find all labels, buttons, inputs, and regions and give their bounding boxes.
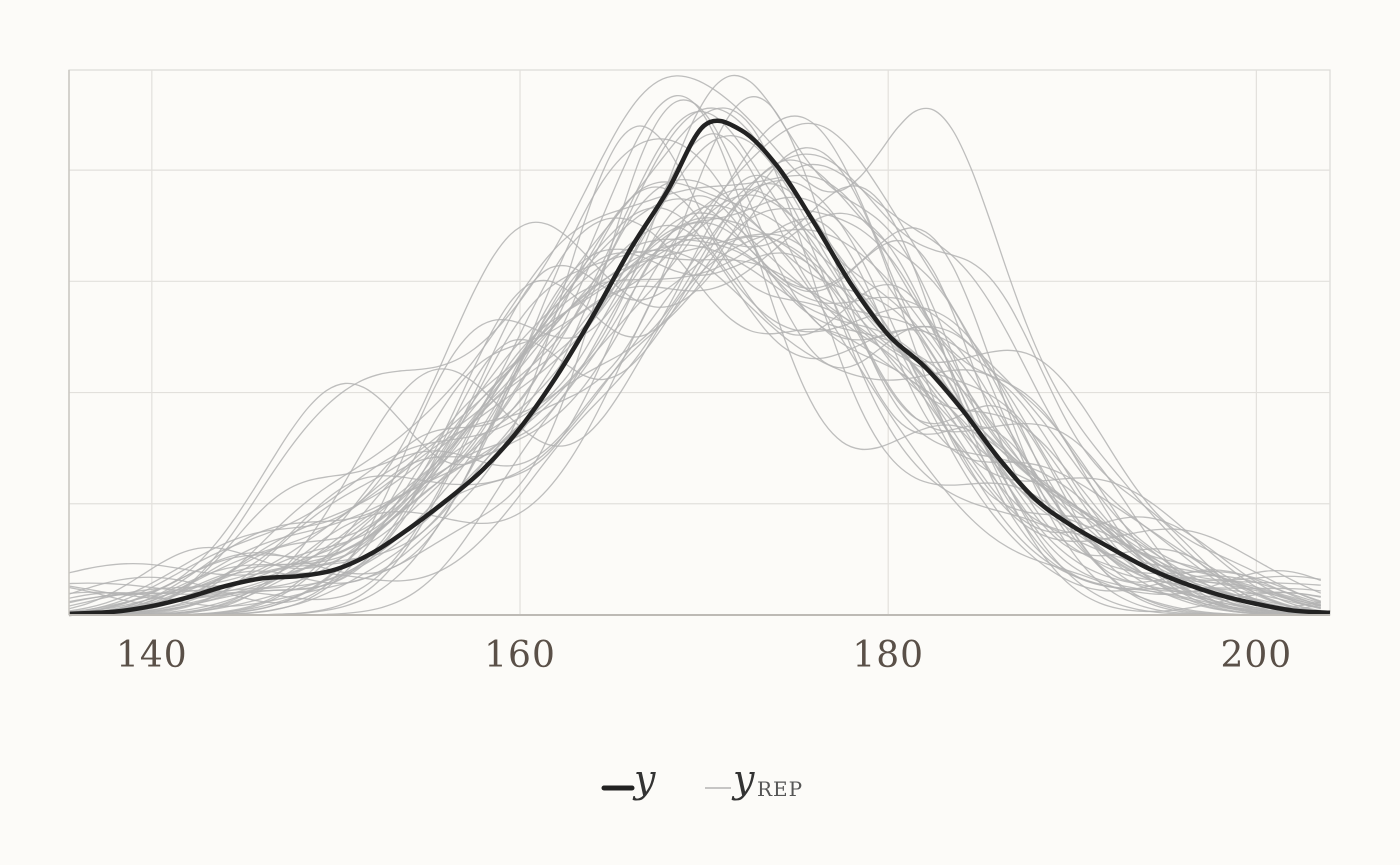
legend-label-yrep: y — [731, 757, 755, 801]
x-tick-label-140: 140 — [116, 635, 188, 676]
legend-label-yrep-subscript: REP — [757, 777, 803, 801]
yrep-line-48 — [68, 74, 1321, 616]
yrep-line-11 — [68, 179, 1321, 614]
yrep-line-38 — [68, 186, 1321, 616]
observed-y-line — [68, 118, 1331, 617]
x-tick-label-200: 200 — [1221, 635, 1293, 676]
yrep-line-39 — [68, 125, 1321, 616]
yrep-line-43 — [68, 185, 1321, 610]
yrep-line-24 — [68, 217, 1321, 613]
yrep-line-41 — [68, 221, 1322, 616]
observed-density-line-group — [68, 118, 1331, 617]
yrep-line-42 — [68, 182, 1321, 616]
yrep-line-8 — [68, 244, 1321, 616]
yrep-line-20 — [68, 133, 1321, 616]
yrep-line-40 — [68, 135, 1321, 616]
yrep-line-35 — [68, 181, 1321, 616]
yrep-line-46 — [68, 224, 1321, 616]
yrep-line-44 — [68, 147, 1321, 616]
yrep-line-45 — [68, 107, 1321, 616]
yrep-line-26 — [68, 122, 1321, 616]
yrep-line-29 — [68, 194, 1321, 616]
yrep-line-50 — [68, 217, 1322, 616]
legend-label-y: y — [632, 757, 656, 801]
x-tick-label-160: 160 — [484, 635, 556, 676]
yrep-line-49 — [68, 107, 1321, 615]
axes — [68, 70, 1330, 616]
yrep-line-37 — [68, 75, 1321, 616]
legend: y y REP — [601, 757, 803, 801]
yrep-line-6 — [68, 235, 1321, 615]
yrep-line-15 — [68, 206, 1322, 614]
yrep-line-34 — [68, 115, 1321, 616]
yrep-line-1 — [68, 196, 1321, 616]
x-tick-label-180: 180 — [852, 635, 924, 676]
yrep-line-36 — [68, 174, 1321, 607]
x-tick-labels: 140 160 180 200 — [116, 635, 1293, 676]
yrep-line-14 — [68, 99, 1321, 607]
replicate-density-lines — [68, 74, 1322, 616]
